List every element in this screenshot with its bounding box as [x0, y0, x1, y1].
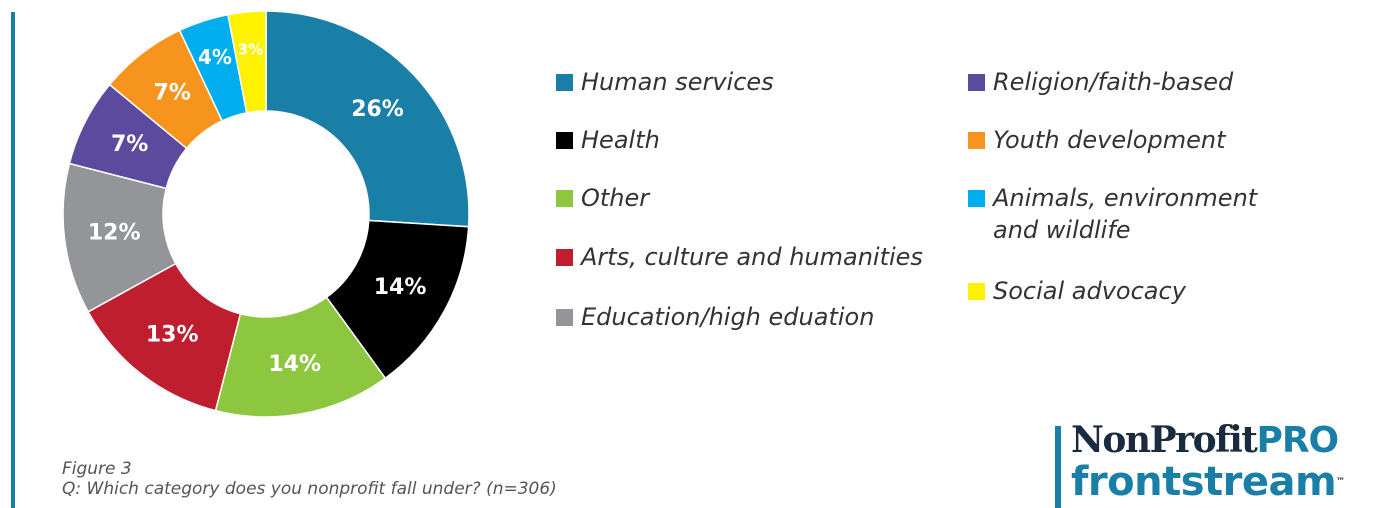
- legend-swatch: [556, 74, 573, 91]
- slice-value-label: 3%: [238, 41, 263, 59]
- donut-slice: [227, 10, 267, 114]
- slice-value-label: 14%: [374, 275, 427, 300]
- figure-number: Figure 3: [62, 459, 132, 479]
- logo-trademark: ™: [1336, 477, 1346, 487]
- legend-item-arts: Arts, culture and humanities: [556, 241, 923, 273]
- logo-frontstream-text: frontstream: [1071, 459, 1337, 505]
- legend-swatch: [968, 283, 985, 300]
- donut-slices: [62, 10, 470, 418]
- legend-swatch: [968, 74, 985, 91]
- legend-swatch: [968, 132, 985, 149]
- legend-item-education: Education/high eduation: [556, 301, 874, 333]
- legend-item-health: Health: [556, 124, 660, 156]
- slice-value-label: 7%: [154, 81, 191, 106]
- figure-caption: Figure 3 Q: Which category does you nonp…: [62, 459, 557, 499]
- donut-labels: 26% 14% 14% 13% 12% 7% 7% 4% 3%: [88, 41, 427, 377]
- legend-label: Animals, environment and wildlife: [993, 184, 1258, 244]
- legend-item-animals: Animals, environment and wildlife: [968, 182, 1257, 246]
- slice-value-label: 12%: [88, 221, 141, 246]
- legend-swatch: [556, 309, 573, 326]
- figure-question: Q: Which category does you nonprofit fal…: [62, 479, 557, 499]
- legend-swatch: [556, 249, 573, 266]
- legend-label: Health: [581, 126, 660, 154]
- legend-label: Religion/faith-based: [993, 68, 1234, 96]
- donut-slice: [325, 219, 470, 380]
- legend-item-religion: Religion/faith-based: [968, 66, 1233, 98]
- legend-label: Youth development: [993, 126, 1226, 154]
- legend-item-social-advocacy: Social advocacy: [968, 275, 1186, 307]
- legend-label: Education/high eduation: [581, 303, 875, 331]
- donut-chart: 26% 14% 14% 13% 12% 7% 7% 4% 3%: [62, 10, 470, 418]
- legend-item-other: Other: [556, 182, 649, 214]
- legend-label: Human services: [581, 68, 774, 96]
- left-accent-rule: [11, 12, 15, 508]
- slice-value-label: 4%: [198, 45, 232, 69]
- legend-item-human-services: Human services: [556, 66, 774, 98]
- legend-label: Social advocacy: [993, 277, 1186, 305]
- logo-frontstream: frontstream™: [1071, 458, 1345, 506]
- slice-value-label: 14%: [268, 352, 321, 377]
- nonprofit-pro-frontstream-logo: NonProfitPRO frontstream™: [1055, 418, 1373, 508]
- logo-pro-text: PRO: [1256, 420, 1339, 461]
- donut-slice: [265, 10, 470, 228]
- legend-item-youth: Youth development: [968, 124, 1226, 156]
- legend-label: Other: [581, 184, 650, 212]
- donut-slice: [214, 296, 387, 418]
- logo-accent-bar: [1055, 426, 1061, 508]
- legend-swatch: [556, 190, 573, 207]
- logo-nonprofit-text: NonProfit: [1071, 419, 1258, 461]
- legend-swatch: [556, 132, 573, 149]
- slice-value-label: 7%: [111, 132, 148, 157]
- legend-label: Arts, culture and humanities: [581, 243, 923, 271]
- slice-value-label: 13%: [146, 322, 199, 347]
- slice-value-label: 26%: [351, 97, 404, 122]
- logo-nonprofit-pro: NonProfitPRO: [1071, 418, 1339, 463]
- legend-swatch: [968, 190, 985, 207]
